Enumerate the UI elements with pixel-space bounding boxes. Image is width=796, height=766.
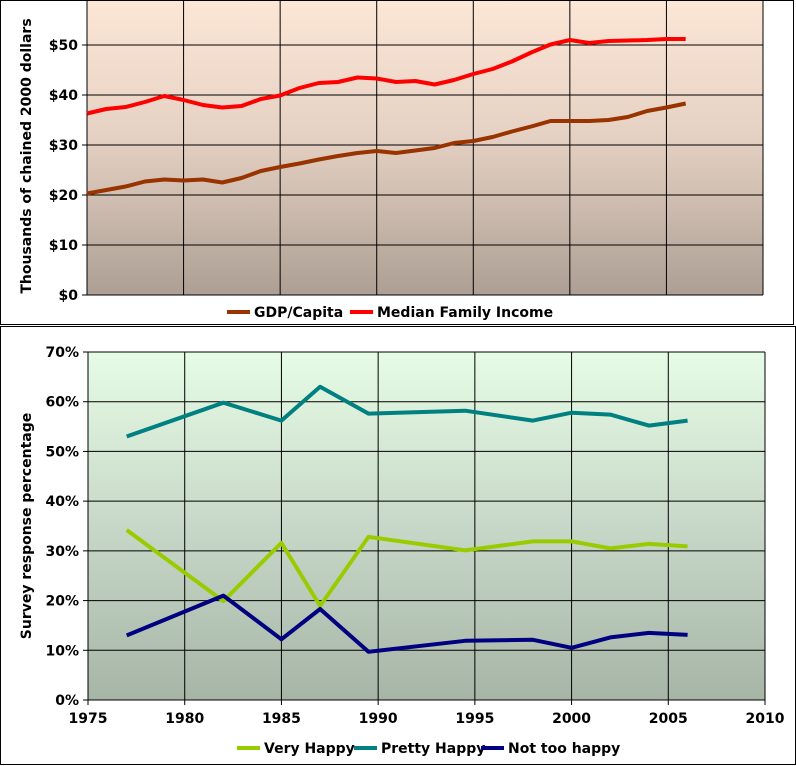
x-tick-label: 1995 (455, 711, 494, 727)
plot-area (88, 352, 765, 700)
x-tick-label: 1980 (165, 711, 204, 727)
y-tick-label: 40% (45, 494, 79, 510)
x-tick-label: 2010 (746, 711, 785, 727)
top-chart-panel: $0 $10 $20 $30 $40 $50 Thousands of chained 2… (0, 0, 794, 325)
y-axis-label: Thousands of chained 2000 dollars (19, 18, 35, 293)
y-tick-label: 30% (45, 544, 79, 560)
y-tick-label: 50% (45, 444, 79, 460)
bottom-chart-panel: 0% 10% 20% 30% 40% 50% 60% 70% 1975 1980 1985 1990… (0, 326, 796, 765)
happiness-chart: 0% 10% 20% 30% 40% 50% 60% 70% 1975 1980 1985 1990… (19, 345, 785, 757)
series-line-very-happy (125, 528, 688, 608)
legend: GDP/Capita Median Family Income (227, 305, 553, 321)
legend-label-gdp: GDP/Capita (254, 305, 343, 321)
y-tick-label: 20% (45, 594, 79, 610)
series-line-gdp-capita (86, 101, 687, 196)
series-line-median-family-income (86, 37, 686, 116)
x-tick-label: 2000 (552, 711, 591, 727)
income-chart: $0 $10 $20 $30 $40 $50 Thousands of chained 2… (19, 1, 764, 321)
series-line-pretty-happy (126, 384, 688, 439)
legend-label-not-too-happy: Not too happy (508, 741, 620, 757)
x-tick-label: 1990 (359, 711, 398, 727)
y-tick-label: $40 (49, 88, 78, 104)
y-tick-label: 0% (55, 693, 79, 709)
y-tick-label: 60% (45, 395, 79, 411)
y-tick-label: $10 (49, 238, 78, 254)
legend-label-pretty-happy: Pretty Happy (381, 741, 485, 757)
y-tick-label: $50 (49, 38, 78, 54)
y-tick-label: 70% (45, 345, 79, 361)
y-tick-label: $20 (49, 188, 78, 204)
y-tick-label: $0 (59, 288, 79, 304)
x-tick-label: 1985 (262, 711, 301, 727)
y-tick-label: 10% (45, 643, 79, 659)
y-axis-label: Survey response percentage (19, 413, 35, 639)
legend: Very Happy Pretty Happy Not too happy (237, 741, 620, 757)
legend-label-very-happy: Very Happy (264, 741, 355, 757)
legend-label-median-income: Median Family Income (377, 305, 553, 321)
x-tick-label: 1975 (69, 711, 108, 727)
y-tick-label: $30 (49, 138, 78, 154)
series-line-not-too-happy (125, 593, 688, 654)
x-tick-label: 2005 (649, 711, 688, 727)
